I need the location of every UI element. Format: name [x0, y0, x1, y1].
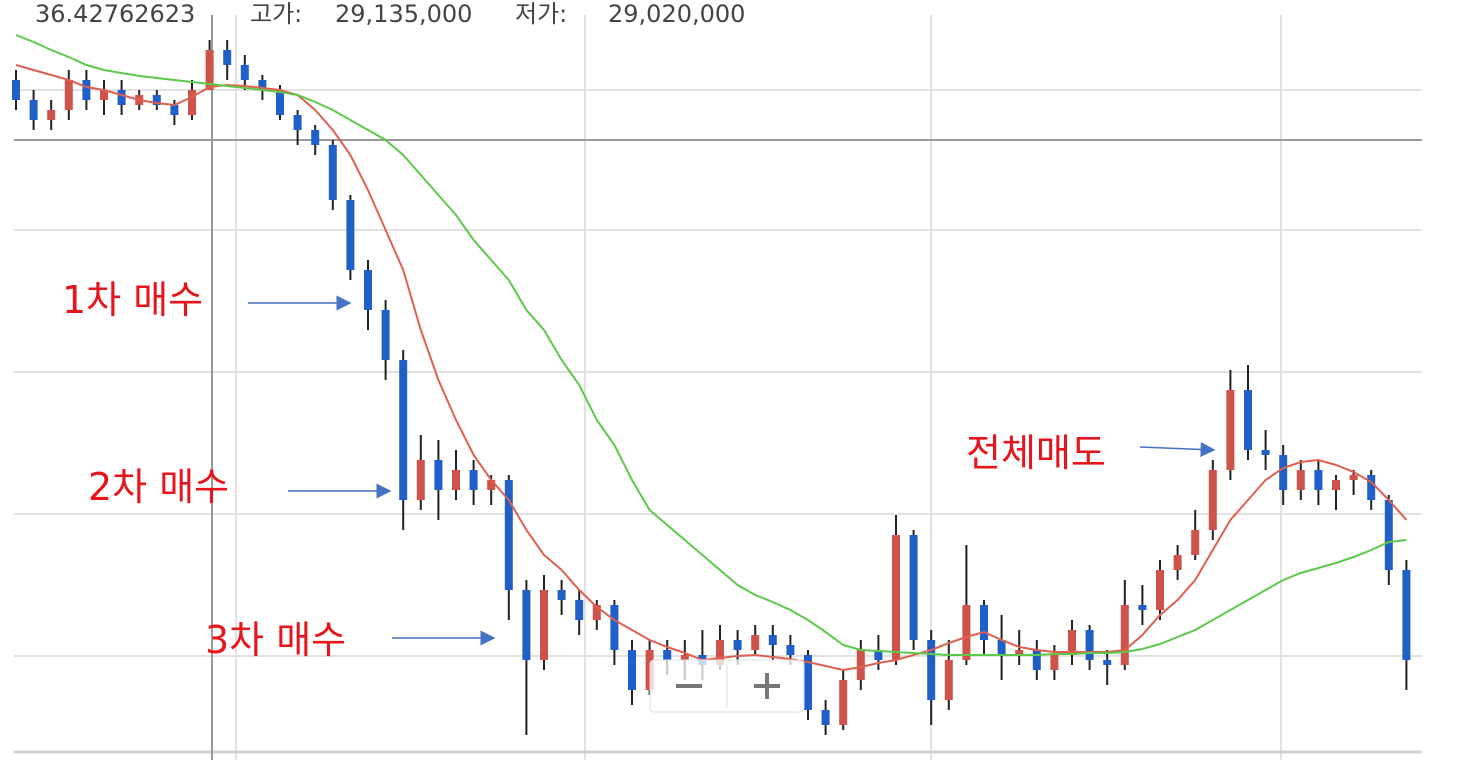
candle-body [751, 635, 760, 650]
candle-body [293, 115, 302, 130]
annotations: 1차 매수 2차 매수 3차 매수 전체매도 [62, 278, 1216, 662]
candle-body [733, 640, 742, 650]
annotation: 3차 매수 [205, 618, 346, 662]
candle-body [1138, 605, 1147, 610]
candle-body [874, 650, 883, 660]
candle-body [469, 470, 478, 490]
candle-body [1050, 655, 1059, 670]
candle-body [1384, 500, 1393, 570]
candle-body [100, 90, 108, 100]
candle-body [152, 95, 161, 105]
annotation: 1차 매수 [62, 278, 203, 322]
candle-body [680, 655, 689, 660]
candle-body [892, 535, 900, 660]
candle-body [276, 90, 284, 115]
candle-body [1349, 475, 1358, 480]
annotation: 2차 매수 [88, 465, 229, 509]
candle-body [117, 90, 126, 105]
candle-body [610, 605, 619, 650]
candles [12, 34, 1411, 735]
zoom-in-button[interactable] [728, 662, 802, 710]
candle-body [188, 90, 196, 115]
candle-body [1402, 570, 1411, 660]
candle-body [1261, 450, 1270, 455]
candle-body [29, 100, 38, 120]
moving-average [15, 34, 1407, 656]
candle-body [1103, 660, 1112, 665]
candle-body [170, 105, 179, 115]
arrow [1139, 441, 1216, 457]
candle-body [47, 110, 56, 120]
candle-body [927, 640, 936, 700]
candle-body [1191, 530, 1200, 555]
candle-body [416, 460, 425, 500]
candle-body [575, 600, 584, 620]
candle-body [399, 360, 408, 500]
candle-body [223, 50, 232, 65]
candle-body [1208, 470, 1217, 530]
zoom-out-button[interactable] [652, 662, 726, 710]
candle-body [804, 655, 812, 710]
header-text: 고가: [250, 0, 302, 28]
candle-body [381, 310, 390, 360]
moving-average [15, 64, 1408, 672]
candle-body [1314, 470, 1323, 490]
candle-body [663, 650, 672, 660]
candle-body [768, 635, 777, 645]
candle-body [1226, 390, 1235, 470]
candle-body [856, 650, 865, 680]
zoom-control [649, 659, 805, 713]
candle-body [434, 460, 443, 490]
annotation: 전체매도 [966, 431, 1106, 475]
candle-body [1173, 555, 1182, 570]
candle-body [64, 80, 73, 110]
header-text: 29,135,000 [335, 0, 472, 28]
candle-body [1015, 650, 1024, 655]
candle-body [944, 660, 953, 700]
candle-body [364, 270, 372, 310]
candle-body [1332, 480, 1340, 490]
candle-body [487, 480, 496, 490]
candle-body [592, 605, 601, 620]
candle-body [240, 65, 249, 80]
candle-body [258, 80, 267, 90]
candle-body [452, 470, 460, 490]
candle-body [540, 590, 548, 660]
candle-body [1085, 630, 1094, 660]
candle-body [205, 50, 214, 90]
candle-body [909, 535, 918, 640]
header: 36.42762623 고가: 29,135,000 저가: 29,020,00… [35, 0, 745, 28]
header-text: 저가: [515, 0, 567, 28]
candle-body [1296, 470, 1305, 490]
candle-body [997, 640, 1006, 655]
candle-body [82, 80, 91, 100]
candle-body [1279, 455, 1288, 490]
candle-body [504, 480, 513, 590]
candle-body [980, 605, 988, 640]
candle-body [522, 590, 531, 660]
candle-body [1156, 570, 1164, 610]
candle-body [1032, 650, 1041, 670]
candle-body [1244, 390, 1252, 450]
candle-body [12, 80, 20, 100]
candle-body [311, 130, 320, 145]
candle-body [821, 710, 830, 725]
header-text: 36.42762623 [35, 0, 195, 28]
candle-body [1367, 475, 1376, 500]
candle-body [962, 605, 971, 660]
candle-body [716, 640, 724, 665]
candle-body [1120, 605, 1129, 665]
candle-body [328, 145, 337, 200]
candle-body [1068, 630, 1076, 655]
candle-body [557, 590, 566, 600]
candle-body [346, 200, 355, 270]
candle-body [628, 650, 636, 690]
header-text: 29,020,000 [608, 0, 745, 28]
candle-body [786, 645, 795, 655]
candle-body [839, 680, 848, 725]
